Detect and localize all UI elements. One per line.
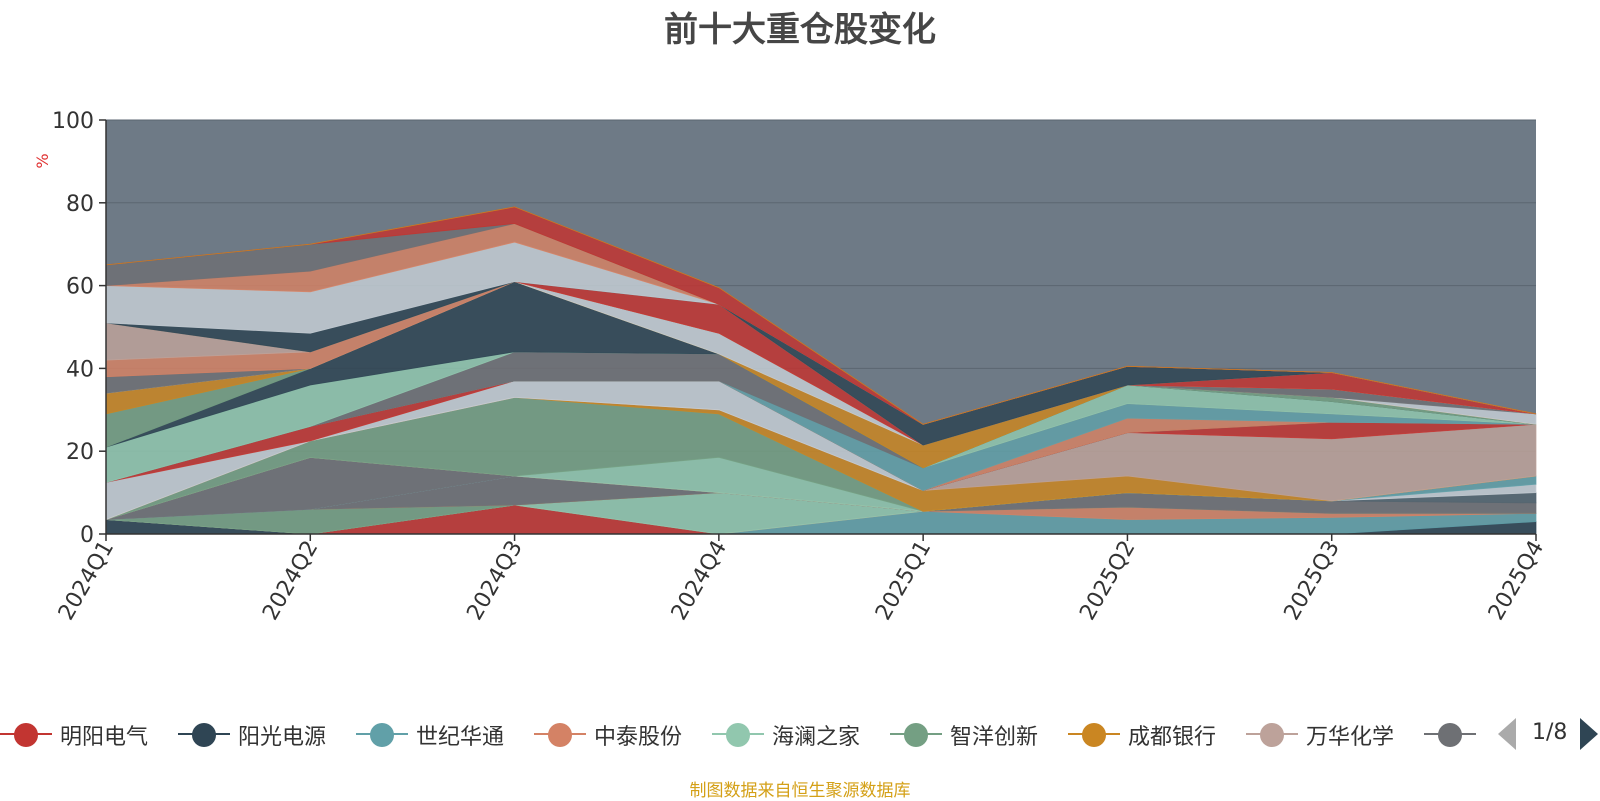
legend-dot-icon — [192, 723, 216, 747]
y-tick-label: 0 — [80, 523, 94, 548]
legend-page-indicator: 1/8 — [1532, 720, 1568, 745]
y-tick-label: 60 — [66, 275, 94, 300]
legend-dot-icon — [548, 723, 572, 747]
x-tick-label: 2025Q1 — [871, 537, 936, 625]
legend-label: 中泰股份 — [594, 725, 683, 750]
y-tick-label: 80 — [66, 192, 94, 217]
legend-dot-icon — [1260, 723, 1284, 747]
legend-label: 成都银行 — [1128, 725, 1217, 750]
x-tick-label: 2024Q1 — [54, 537, 119, 625]
legend-label: 海澜之家 — [772, 725, 861, 750]
legend-pager: 1/8 — [1498, 716, 1600, 756]
area-series-39 — [105, 206, 1537, 425]
legend-dot-icon — [370, 723, 394, 747]
chart-title: 前十大重仓股变化 — [664, 10, 936, 50]
y-tick-label: 100 — [52, 109, 94, 134]
legend-dot-icon — [1438, 723, 1462, 747]
y-axis-label: % — [33, 153, 52, 168]
y-tick-label: 20 — [66, 440, 94, 465]
legend-dot-icon — [14, 723, 38, 747]
legend-prev-page-icon[interactable] — [1498, 718, 1516, 750]
x-tick-label: 2024Q4 — [667, 537, 732, 625]
legend-dot-icon — [904, 723, 928, 747]
data-source-note: 制图数据来自恒生聚源数据库 — [689, 781, 911, 801]
series-group — [105, 206, 1537, 535]
x-tick-label: 2025Q3 — [1280, 537, 1345, 625]
x-tick-label: 2025Q4 — [1484, 537, 1549, 625]
y-tick-label: 40 — [66, 357, 94, 382]
legend-label: 明阳电气 — [60, 725, 149, 750]
legend: 明阳电气 阳光电源 世纪华通 中泰股份 海澜之家 智洋创新 成都银行 万华化学 — [0, 712, 1600, 756]
legend-label: 万华化学 — [1306, 725, 1395, 750]
legend-label: 智洋创新 — [950, 725, 1039, 750]
legend-dot-icon — [1082, 723, 1106, 747]
legend-label: 阳光电源 — [238, 725, 327, 750]
legend-next-page-icon[interactable] — [1580, 718, 1598, 750]
legend-dot-icon — [726, 723, 750, 747]
x-tick-label: 2024Q2 — [258, 537, 323, 625]
x-tick-label: 2024Q3 — [462, 537, 527, 625]
legend-label: 世纪华通 — [416, 725, 505, 750]
x-tick-label: 2025Q2 — [1075, 537, 1140, 625]
